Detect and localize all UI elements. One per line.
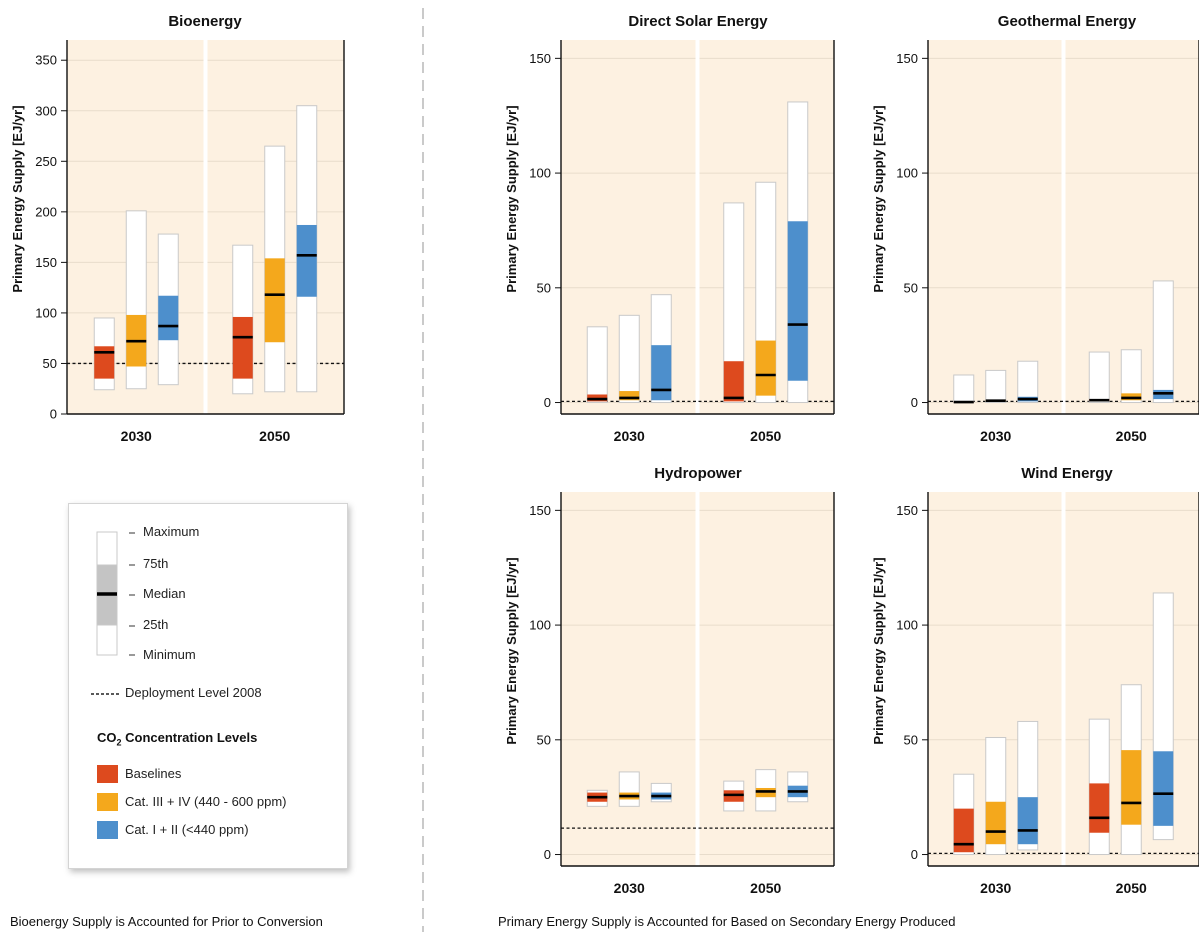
- y-tick-label: 150: [896, 503, 918, 518]
- box-whisker-range: [1017, 360, 1039, 404]
- legend-swatch-cat-i-ii: [97, 821, 118, 839]
- y-axis-label: Primary Energy Supply [EJ/yr]: [504, 557, 519, 744]
- y-tick-label: 350: [35, 53, 57, 68]
- legend-panel: Maximum 75th Median 25th Minimum Deploym…: [68, 503, 348, 869]
- box-iqr: [94, 346, 115, 379]
- legend-25th: 25th: [143, 617, 169, 632]
- box-whisker-range: [723, 202, 745, 404]
- y-axis-label: Primary Energy Supply [EJ/yr]: [871, 557, 886, 744]
- box-whisker-range: [618, 314, 640, 404]
- legend-box-lower: [96, 624, 118, 656]
- box-iqr: [985, 801, 1006, 845]
- legend-box-upper: [96, 531, 118, 566]
- x-tick-label: 2030: [121, 428, 152, 444]
- box-iqr: [651, 345, 672, 401]
- box-iqr: [755, 340, 776, 396]
- y-tick-label: 100: [896, 618, 918, 633]
- box-whisker-range: [1088, 351, 1110, 404]
- box-whisker-range: [953, 374, 975, 404]
- y-tick-label: 50: [904, 280, 918, 295]
- y-tick-label: 0: [50, 407, 57, 422]
- year-separator: [1061, 492, 1066, 866]
- y-tick-label: 50: [537, 280, 551, 295]
- y-tick-label: 50: [537, 732, 551, 747]
- y-axis-label: Primary Energy Supply [EJ/yr]: [10, 105, 25, 292]
- y-tick-label: 100: [35, 305, 57, 320]
- legend-box-glyph: [91, 531, 135, 695]
- year-separator: [695, 40, 700, 414]
- legend-deployment-label: Deployment Level 2008: [125, 685, 262, 700]
- y-tick-label: 100: [529, 618, 551, 633]
- y-axis-label: Primary Energy Supply [EJ/yr]: [504, 105, 519, 292]
- x-tick-label: 2050: [1116, 880, 1147, 896]
- box-iqr: [1153, 751, 1174, 826]
- box-iqr: [264, 258, 285, 343]
- box-whisker-range: [985, 369, 1007, 404]
- x-tick-label: 2050: [1116, 428, 1147, 444]
- x-tick-label: 2050: [259, 428, 290, 444]
- y-axis-label: Primary Energy Supply [EJ/yr]: [871, 105, 886, 292]
- box-iqr: [1121, 750, 1142, 825]
- y-tick-label: 50: [904, 732, 918, 747]
- year-separator: [695, 492, 700, 866]
- y-tick-label: 150: [896, 51, 918, 66]
- panel-title: Bioenergy: [168, 13, 242, 30]
- y-tick-label: 0: [544, 395, 551, 410]
- y-tick-label: 250: [35, 154, 57, 169]
- x-tick-label: 2050: [750, 880, 781, 896]
- y-tick-label: 150: [529, 503, 551, 518]
- y-tick-label: 50: [43, 356, 57, 371]
- box-whisker-range: [1152, 280, 1174, 404]
- x-tick-label: 2030: [614, 428, 645, 444]
- panel-title: Wind Energy: [1021, 465, 1113, 482]
- footnote-right: Primary Energy Supply is Accounted for B…: [498, 914, 956, 929]
- box-iqr: [1017, 797, 1038, 845]
- box-iqr: [296, 224, 317, 297]
- panel-title: Geothermal Energy: [998, 13, 1137, 30]
- legend-swatch-baselines: [97, 765, 118, 783]
- box-whisker-range: [586, 326, 608, 404]
- legend-cat-iii-iv: Cat. III + IV (440 - 600 ppm): [125, 794, 287, 809]
- y-tick-label: 150: [35, 255, 57, 270]
- legend-swatch-cat-iii-iv: [97, 793, 118, 811]
- year-separator: [203, 40, 208, 414]
- box-iqr: [1089, 783, 1110, 833]
- legend-co2-title: CO2 Concentration Levels: [97, 730, 258, 748]
- x-tick-label: 2050: [750, 428, 781, 444]
- y-tick-label: 0: [911, 395, 918, 410]
- y-tick-label: 150: [529, 51, 551, 66]
- box-iqr: [787, 221, 808, 381]
- y-tick-label: 200: [35, 204, 57, 219]
- legend-cat-i-ii: Cat. I + II (<440 ppm): [125, 822, 249, 837]
- legend-median: Median: [143, 586, 186, 601]
- box-iqr: [953, 808, 974, 853]
- box-whisker-range: [1120, 349, 1142, 404]
- legend-minimum: Minimum: [143, 647, 196, 662]
- legend-baselines: Baselines: [125, 766, 182, 781]
- year-separator: [1061, 40, 1066, 414]
- box-whisker-range: [618, 771, 640, 807]
- x-tick-label: 2030: [980, 880, 1011, 896]
- box-iqr: [723, 361, 744, 402]
- y-tick-label: 100: [529, 166, 551, 181]
- legend-75th: 75th: [143, 556, 169, 571]
- panel-title: Hydropower: [654, 465, 742, 482]
- box-iqr: [619, 391, 640, 401]
- box-iqr: [158, 295, 179, 341]
- y-tick-label: 300: [35, 103, 57, 118]
- legend-maximum: Maximum: [143, 524, 200, 539]
- x-tick-label: 2030: [614, 880, 645, 896]
- footnote-left: Bioenergy Supply is Accounted for Prior …: [10, 914, 323, 929]
- y-tick-label: 0: [544, 847, 551, 862]
- box-iqr: [232, 316, 253, 379]
- y-tick-label: 100: [896, 166, 918, 181]
- x-tick-label: 2030: [980, 428, 1011, 444]
- y-tick-label: 0: [911, 847, 918, 862]
- panel-title: Direct Solar Energy: [628, 13, 768, 30]
